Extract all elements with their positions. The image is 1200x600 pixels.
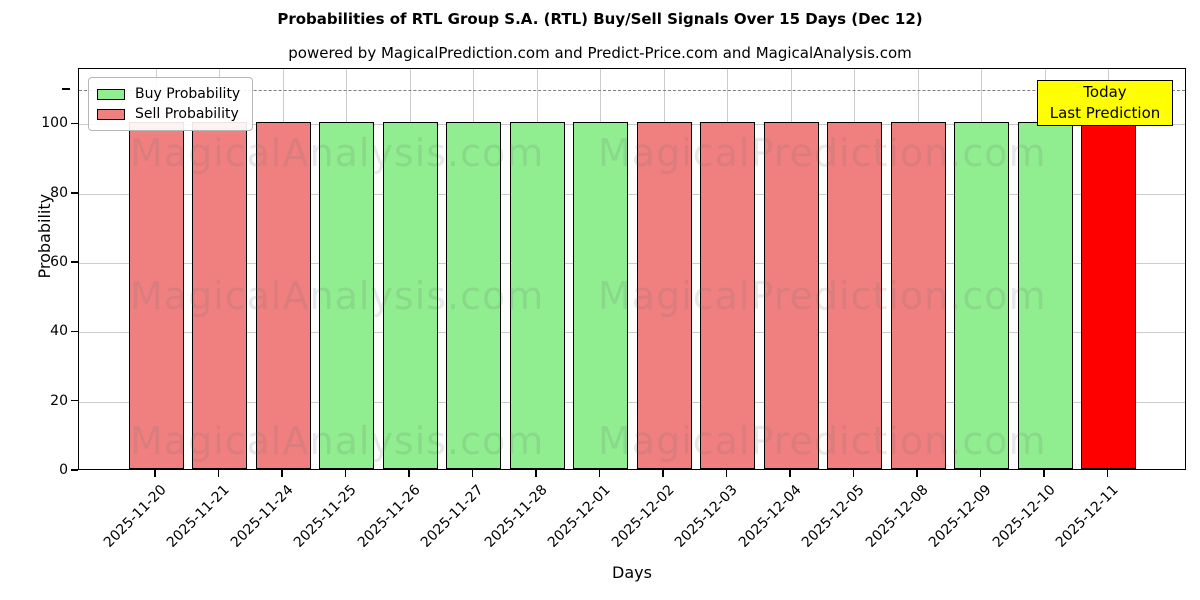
x-tick-label: 2025-12-02 — [608, 482, 678, 551]
today-annotation-line1: Today — [1083, 83, 1127, 101]
x-tick — [1043, 470, 1045, 477]
watermark-analysis: MagicalAnalysis.com — [130, 419, 545, 463]
today-annotation-line2: Last Prediction — [1049, 104, 1161, 122]
h-gridline-80 — [79, 193, 1185, 195]
bar-2025-12-11 — [1081, 122, 1136, 469]
y-tick-minor — [62, 88, 70, 90]
bar-2025-11-21 — [192, 122, 247, 469]
y-tick-label: 60 — [50, 254, 68, 271]
y-tick-label: 0 — [59, 462, 68, 478]
sell-swatch-icon — [97, 108, 125, 120]
bar-2025-11-24 — [255, 122, 311, 469]
watermark-analysis: MagicalAnalysis.com — [130, 131, 545, 175]
y-tick — [71, 330, 78, 333]
h-gridline-100 — [79, 124, 1185, 126]
x-tick-label: 2025-12-09 — [925, 482, 995, 551]
chart-title: Probabilities of RTL Group S.A. (RTL) Bu… — [277, 10, 923, 28]
legend-entry-sell: Sell Probability — [97, 104, 240, 124]
watermark-analysis: MagicalAnalysis.com — [130, 274, 545, 318]
buy-swatch-icon — [97, 88, 125, 100]
plot-area — [78, 68, 1186, 470]
bar-2025-12-01 — [573, 122, 628, 469]
bar-2025-11-26 — [382, 122, 438, 469]
y-tick-label: 80 — [50, 184, 68, 201]
y-tick — [71, 399, 78, 402]
x-tick — [979, 470, 982, 477]
x-axis-label: Days — [612, 563, 652, 582]
x-tick-label: 2025-12-01 — [544, 482, 614, 551]
y-tick-label: 20 — [50, 392, 68, 409]
bar-2025-11-25 — [319, 122, 374, 469]
x-tick — [662, 470, 664, 477]
x-tick — [1106, 470, 1109, 477]
y-tick — [71, 122, 78, 125]
y-tick-label: 100 — [41, 115, 68, 132]
x-tick-label: 2025-12-10 — [989, 482, 1059, 551]
x-tick — [408, 470, 410, 477]
bar-2025-11-28 — [509, 122, 565, 469]
x-tick — [535, 470, 537, 477]
x-tick-label: 2025-11-27 — [417, 482, 487, 551]
bar-2025-12-09 — [954, 122, 1009, 469]
x-tick — [217, 470, 220, 477]
legend-label-sell: Sell Probability — [135, 106, 239, 122]
y-tick-label: 40 — [50, 323, 68, 340]
bar-2025-12-03 — [700, 122, 755, 469]
bar-2025-12-04 — [763, 122, 819, 469]
y-tick — [71, 192, 78, 194]
bar-2025-12-02 — [636, 122, 692, 469]
x-tick — [154, 470, 156, 477]
x-tick-label: 2025-11-24 — [227, 482, 297, 551]
h-gridline-20 — [79, 401, 1185, 403]
x-tick-label: 2025-11-25 — [290, 482, 360, 551]
x-tick-label: 2025-11-28 — [481, 482, 551, 551]
watermark-prediction: MagicalPrediction.com — [598, 419, 1047, 463]
legend: Buy Probability Sell Probability — [88, 77, 254, 131]
watermark-prediction: MagicalPrediction.com — [598, 274, 1047, 318]
x-tick — [344, 470, 347, 477]
x-tick — [916, 470, 918, 477]
x-tick — [598, 470, 601, 477]
x-tick-label: 2025-11-20 — [100, 482, 170, 551]
x-tick-label: 2025-12-11 — [1052, 482, 1122, 551]
x-tick-label: 2025-11-21 — [163, 482, 233, 551]
legend-entry-buy: Buy Probability — [97, 84, 240, 104]
x-tick — [281, 470, 283, 477]
legend-label-buy: Buy Probability — [135, 86, 241, 102]
x-tick — [852, 470, 855, 477]
bar-2025-12-08 — [890, 122, 946, 469]
y-tick — [71, 469, 78, 471]
bar-2025-11-27 — [446, 122, 501, 469]
bar-2025-12-05 — [827, 122, 882, 469]
h-gridline-40 — [79, 332, 1185, 334]
x-tick — [725, 470, 728, 477]
x-tick — [789, 470, 791, 477]
x-tick-label: 2025-12-05 — [798, 482, 868, 551]
x-tick-label: 2025-12-04 — [735, 482, 805, 551]
x-tick-label: 2025-11-26 — [354, 482, 424, 551]
watermark-prediction: MagicalPrediction.com — [598, 131, 1047, 175]
x-tick — [471, 470, 474, 477]
x-tick-label: 2025-12-08 — [862, 482, 932, 551]
h-gridline-60 — [79, 263, 1185, 265]
dashed-threshold-line — [79, 89, 1185, 91]
today-annotation-box: Today Last Prediction — [1037, 80, 1173, 126]
bar-2025-11-20 — [128, 122, 184, 469]
bar-2025-12-10 — [1017, 122, 1073, 469]
x-tick-label: 2025-12-03 — [671, 482, 741, 551]
chart-subtitle: powered by MagicalPrediction.com and Pre… — [288, 44, 912, 62]
y-tick — [71, 261, 78, 263]
